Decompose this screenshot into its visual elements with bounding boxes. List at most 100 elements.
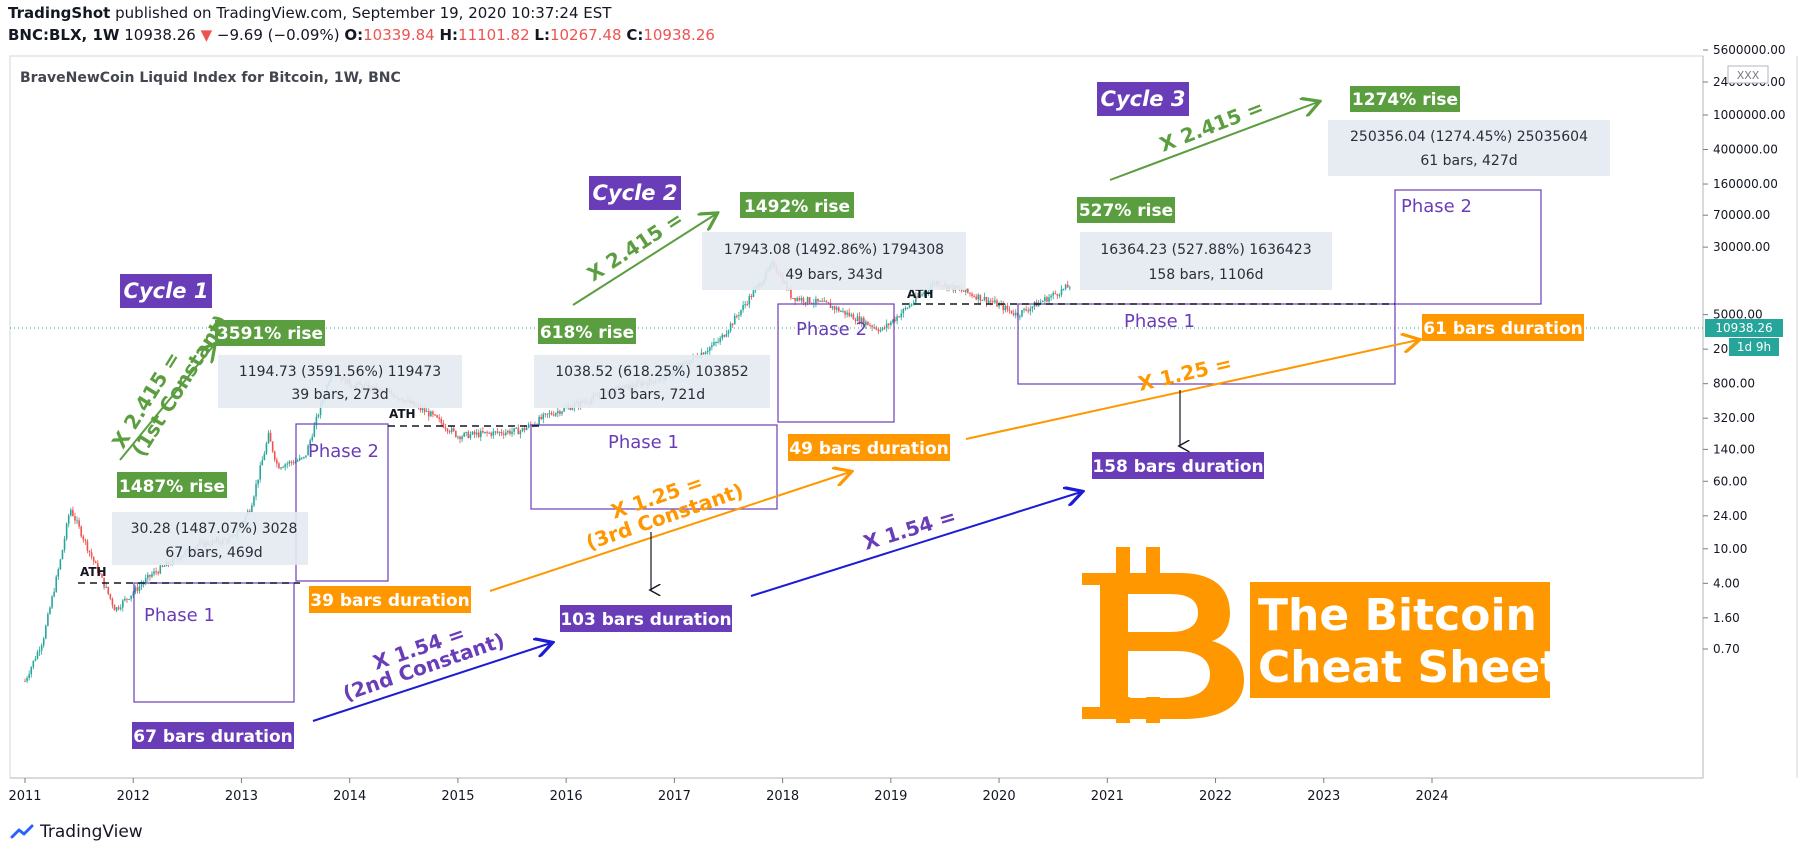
candle-body: [794, 297, 796, 301]
rise-527[interactable]: 527% rise: [1077, 197, 1175, 223]
candle-body: [544, 413, 547, 415]
candle-body: [969, 292, 971, 294]
candle-body: [856, 316, 859, 322]
candle-body: [507, 430, 509, 433]
rise-1487[interactable]: 1487% rise: [117, 472, 227, 498]
price-tick-label: 4.00: [1713, 576, 1740, 590]
candle-body: [704, 352, 707, 355]
duration-158[interactable]: 158 bars duration: [1092, 452, 1264, 479]
measure-16364-line1: 16364.23 (527.88%) 1636423: [1100, 242, 1311, 258]
open-value: 10339.84: [363, 26, 435, 44]
candle-body: [486, 431, 488, 433]
price-tick-label: 400000.00: [1713, 143, 1778, 157]
phase2-box-cycle2[interactable]: [777, 303, 895, 423]
candle-body: [838, 307, 840, 312]
candle-body: [715, 342, 717, 344]
measure-box-30[interactable]: 30.28 (1487.07%) 3028 67 bars, 469d: [112, 512, 308, 565]
candle-body: [90, 552, 93, 557]
candle-body: [99, 572, 101, 575]
candle-body: [273, 451, 276, 460]
candle-body: [731, 323, 734, 325]
price-tick-label: 0.70: [1713, 642, 1740, 656]
cycle3-tag[interactable]: Cycle 3: [1097, 82, 1189, 116]
candle-body: [265, 443, 268, 454]
candle-body: [538, 416, 540, 425]
candle-body: [132, 592, 135, 596]
candle-body: [292, 462, 295, 464]
duration-39-label: 39 bars duration: [310, 591, 470, 611]
candle-body: [461, 436, 463, 440]
time-axis[interactable]: 2011 2012 2013 2014 2015 2016 2017 2018 2019 2020…: [8, 778, 1449, 804]
candle-body: [727, 330, 730, 334]
phase1-label-cycle2: Phase 1: [608, 432, 679, 453]
candle-body: [467, 431, 470, 439]
arrow-x125-cycle1[interactable]: [489, 472, 850, 592]
candle-body: [432, 411, 434, 415]
candle-body: [996, 300, 998, 307]
candle-body: [69, 509, 72, 516]
duration-39[interactable]: 39 bars duration: [309, 586, 471, 613]
cycle2-tag[interactable]: Cycle 2: [589, 176, 681, 210]
currency-badge[interactable]: [1727, 65, 1769, 84]
measure-box-17943[interactable]: 17943.08 (1492.86%) 1794308 49 bars, 343…: [702, 232, 966, 290]
candle-body: [915, 296, 917, 303]
candle-body: [59, 559, 62, 570]
candle-body: [1069, 287, 1071, 289]
candle-body: [1025, 309, 1027, 311]
candle-body: [513, 428, 515, 432]
candle-body: [517, 427, 520, 435]
duration-103[interactable]: 103 bars duration: [560, 605, 732, 632]
cycle1-tag[interactable]: Cycle 1: [120, 274, 212, 308]
phase1-label-cycle1: Phase 1: [144, 605, 215, 626]
candle-body: [448, 431, 451, 433]
candle-body: [823, 300, 826, 302]
rise-618[interactable]: 618% rise: [538, 318, 636, 344]
phase2-box-cycle1[interactable]: [295, 423, 389, 582]
arrow-x2415-cycle3[interactable]: [1109, 102, 1318, 181]
candle-body: [436, 415, 438, 418]
measure-box-1038[interactable]: 1038.52 (618.25%) 103852 103 bars, 721d: [534, 355, 770, 408]
arrow-x125-cycle2[interactable]: [965, 340, 1418, 440]
publish-line: TradingShot published on TradingView.com…: [8, 4, 611, 22]
candle-body: [263, 453, 266, 461]
ath-label-2013: ATH: [389, 407, 416, 421]
phase2-box-cycle3[interactable]: [1394, 189, 1542, 305]
rise-3591[interactable]: 3591% rise: [215, 320, 325, 346]
duration-67[interactable]: 67 bars duration: [132, 722, 294, 749]
arrow-x2415-cycle1[interactable]: [119, 345, 214, 461]
rise-1492[interactable]: 1492% rise: [740, 192, 854, 218]
candle-body: [282, 467, 284, 469]
duration-61[interactable]: 61 bars duration: [1422, 314, 1584, 341]
candle-body: [992, 301, 994, 303]
candle-body: [128, 599, 130, 601]
candle-body: [802, 298, 805, 303]
footer: TradingView: [10, 822, 143, 842]
phase1-box-cycle2[interactable]: [530, 424, 778, 510]
candle-body: [309, 440, 311, 446]
candle-body: [831, 306, 834, 308]
candle-body: [311, 436, 314, 441]
measure-box-1194[interactable]: 1194.73 (3591.56%) 119473 39 bars, 273d: [218, 355, 462, 408]
footer-brand[interactable]: TradingView: [40, 822, 143, 842]
time-tick-label: 2024: [1415, 789, 1448, 804]
arrow-x2415-cycle2[interactable]: [572, 214, 716, 306]
candle-body: [32, 660, 35, 668]
arrow-x154-cycle1[interactable]: [312, 643, 551, 722]
candle-body: [881, 327, 884, 330]
candle-body: [844, 310, 846, 315]
candle-body: [927, 291, 930, 293]
duration-49[interactable]: 49 bars duration: [788, 434, 950, 461]
rise-1274[interactable]: 1274% rise: [1350, 86, 1460, 112]
phase1-box-cycle1[interactable]: [133, 582, 295, 703]
measure-box-250356[interactable]: 250356.04 (1274.45%) 25035604 61 bars, 4…: [1328, 120, 1610, 176]
candle-body: [475, 432, 478, 435]
candle-body: [157, 572, 160, 574]
arrow-x154-cycle2[interactable]: [750, 492, 1081, 597]
measure-box-16364[interactable]: 16364.23 (527.88%) 1636423 158 bars, 110…: [1080, 232, 1332, 290]
candle-body: [912, 302, 915, 305]
publisher-name[interactable]: TradingShot: [8, 4, 111, 22]
candle-body: [153, 571, 155, 575]
candle-body: [130, 595, 132, 600]
candle-body: [971, 293, 973, 297]
